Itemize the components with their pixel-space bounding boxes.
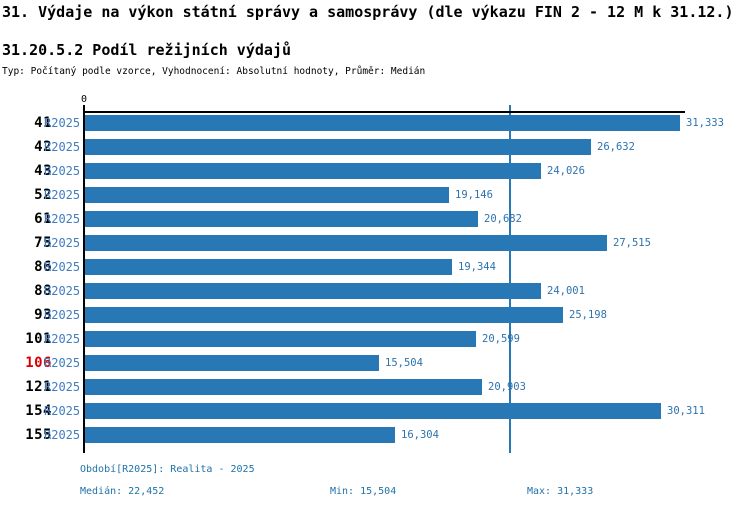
- chart-row: 101 R2025 20,599: [0, 331, 750, 347]
- value-bar: [85, 379, 482, 395]
- row-period-label: R2025: [44, 236, 81, 250]
- row-period-label: R2025: [44, 212, 81, 226]
- value-bar: [85, 307, 563, 323]
- chart-row: 86 R2025 19,344: [0, 259, 750, 275]
- chart-row: 61 R2025 20,682: [0, 211, 750, 227]
- footer-period-label: Období[R2025]: Realita - 2025: [80, 464, 255, 475]
- bar-value-label: 31,333: [686, 117, 724, 129]
- row-period-label: R2025: [44, 332, 81, 346]
- row-category-label: 42: [34, 139, 52, 155]
- row-period-label: R2025: [44, 260, 81, 274]
- chart-row: 42 R2025 26,632: [0, 139, 750, 155]
- row-period-label: R2025: [44, 284, 81, 298]
- value-bar: [85, 163, 541, 179]
- bar-value-label: 27,515: [613, 237, 651, 249]
- row-category-label: 155: [25, 427, 52, 443]
- chart-row: 75 R2025 27,515: [0, 235, 750, 251]
- value-bar: [85, 139, 591, 155]
- x-axis-zero-label: 0: [80, 94, 88, 105]
- bar-value-label: 25,198: [569, 309, 607, 321]
- value-bar: [85, 355, 379, 371]
- bar-value-label: 24,026: [547, 165, 585, 177]
- chart-row: 41 R2025 31,333: [0, 115, 750, 131]
- bar-value-label: 20,599: [482, 333, 520, 345]
- x-axis-line: [83, 111, 685, 113]
- row-period-label: R2025: [44, 116, 81, 130]
- row-category-label: 75: [34, 235, 52, 251]
- value-bar: [85, 283, 541, 299]
- value-bar: [85, 187, 449, 203]
- footer-median-label: Medián: 22,452: [80, 486, 165, 497]
- row-period-label: R2025: [44, 404, 81, 418]
- bar-value-label: 20,682: [484, 213, 522, 225]
- chart-row: 155 R2025 16,304: [0, 427, 750, 443]
- bar-value-label: 26,632: [597, 141, 635, 153]
- row-period-label: R2025: [44, 188, 81, 202]
- bar-value-label: 15,504: [385, 357, 423, 369]
- bar-value-label: 24,001: [547, 285, 585, 297]
- bar-value-label: 19,344: [458, 261, 496, 273]
- row-category-label: 61: [34, 211, 52, 227]
- report-title: 31. Výdaje na výkon státní správy a samo…: [2, 3, 734, 21]
- indicator-meta: Typ: Počítaný podle vzorce, Vyhodnocení:…: [2, 66, 426, 77]
- chart-row: 154 R2025 30,311: [0, 403, 750, 419]
- row-category-label: 121: [25, 379, 52, 395]
- chart-row: 88 R2025 24,001: [0, 283, 750, 299]
- chart-row: 52 R2025 19,146: [0, 187, 750, 203]
- y-axis-line: [83, 111, 85, 453]
- row-category-label: 93: [34, 307, 52, 323]
- row-period-label: R2025: [44, 428, 81, 442]
- footer-max-label: Max: 31,333: [527, 486, 594, 497]
- row-category-label: 88: [34, 283, 52, 299]
- row-category-label: 43: [34, 163, 52, 179]
- indicator-subtitle: 31.20.5.2 Podíl režijních výdajů: [2, 41, 291, 59]
- x-axis-zero-tick: [83, 105, 85, 112]
- row-period-label: R2025: [44, 140, 81, 154]
- row-period-label: R2025: [44, 308, 81, 322]
- row-category-label: 154: [25, 403, 52, 419]
- value-bar: [85, 115, 680, 131]
- row-category-label: 101: [25, 331, 52, 347]
- bar-value-label: 30,311: [667, 405, 705, 417]
- value-bar: [85, 403, 661, 419]
- chart-row: 121 R2025 20,903: [0, 379, 750, 395]
- value-bar: [85, 259, 452, 275]
- chart-row: 93 R2025 25,198: [0, 307, 750, 323]
- chart-row: 106 R2025 15,504: [0, 355, 750, 371]
- value-bar: [85, 235, 607, 251]
- row-period-label: R2025: [44, 380, 81, 394]
- bar-value-label: 19,146: [455, 189, 493, 201]
- bar-value-label: 16,304: [401, 429, 439, 441]
- value-bar: [85, 331, 476, 347]
- row-category-label: 86: [34, 259, 52, 275]
- row-category-label: 106: [25, 355, 52, 371]
- value-bar: [85, 211, 478, 227]
- footer-min-label: Min: 15,504: [330, 486, 397, 497]
- row-category-label: 41: [34, 115, 52, 131]
- row-period-label: R2025: [44, 164, 81, 178]
- bar-value-label: 20,903: [488, 381, 526, 393]
- chart-row: 43 R2025 24,026: [0, 163, 750, 179]
- median-line: [509, 105, 511, 453]
- row-category-label: 52: [34, 187, 52, 203]
- value-bar: [85, 427, 395, 443]
- row-period-label: R2025: [44, 356, 81, 370]
